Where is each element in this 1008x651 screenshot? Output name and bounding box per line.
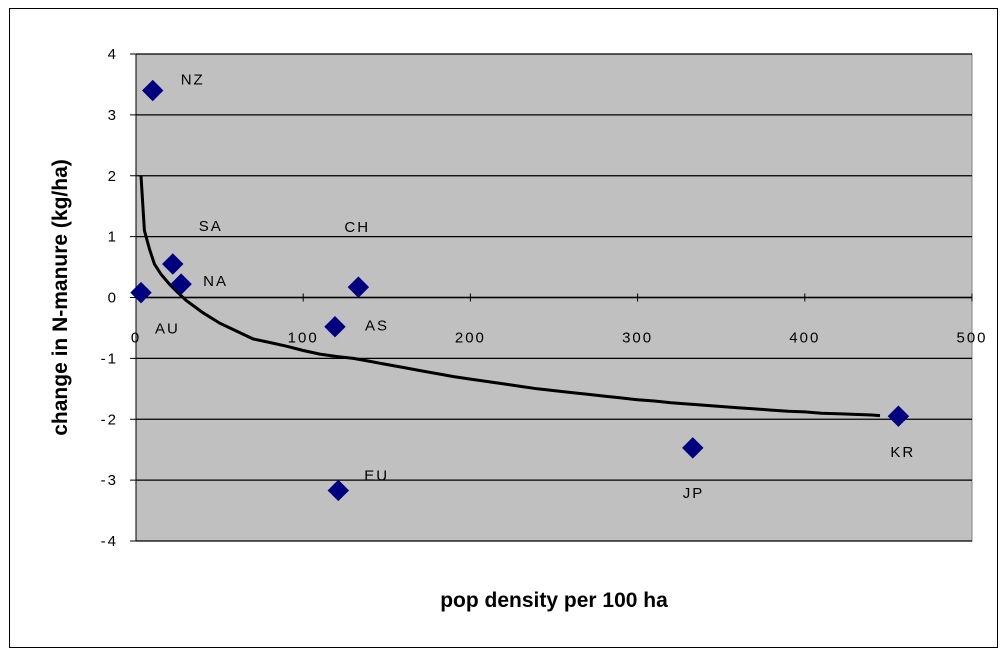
y-tick-label: 4 [108, 46, 118, 63]
point-labels: NZ SA NA AU CH AS EU JP KR [155, 72, 915, 502]
point-label-as: AS [365, 318, 389, 335]
data-point-as [324, 316, 346, 338]
point-label-au: AU [155, 321, 180, 338]
point-label-eu: EU [364, 467, 389, 484]
point-label-nz: NZ [181, 72, 205, 89]
y-axis-title: change in N-manure (kg/ha) [49, 159, 72, 436]
data-point-au [130, 281, 152, 304]
y-tick-label: 2 [108, 168, 118, 185]
data-point-ch [347, 276, 370, 298]
point-label-na: NA [203, 273, 228, 290]
data-points [130, 79, 910, 502]
x-tick-label: 400 [789, 330, 820, 347]
point-label-sa: SA [199, 218, 223, 235]
y-tick-label: -2 [101, 411, 118, 428]
y-tick-label: -3 [101, 472, 118, 489]
x-tick-label: 200 [455, 330, 486, 347]
data-point-eu [327, 479, 350, 502]
x-tick-label: 500 [956, 330, 987, 347]
y-tick-label: 1 [108, 229, 118, 246]
grid-lines [135, 53, 972, 542]
data-point-sa [162, 253, 184, 275]
y-tick-label: -4 [101, 533, 118, 550]
x-axis-title: pop density per 100 ha [440, 589, 668, 612]
x-tick-label: 300 [622, 330, 653, 347]
data-point-na [170, 273, 192, 295]
point-label-ch: CH [344, 219, 370, 236]
x-tick-label: 0 [131, 330, 141, 347]
y-tick-label: -1 [101, 350, 118, 367]
y-tick-label: 0 [108, 290, 118, 307]
trend-line [139, 175, 881, 418]
point-label-jp: JP [683, 485, 705, 502]
x-tick-labels: 0 100 200 300 400 500 [131, 330, 987, 347]
y-tick-labels: 4 3 2 1 0 -1 -2 -3 -4 [101, 46, 118, 550]
data-point-kr [887, 405, 910, 427]
data-point-jp [682, 437, 704, 459]
y-tick-label: 3 [108, 107, 118, 124]
x-tick-label: 100 [288, 330, 319, 347]
point-label-kr: KR [890, 444, 915, 461]
data-point-nz [142, 79, 164, 102]
